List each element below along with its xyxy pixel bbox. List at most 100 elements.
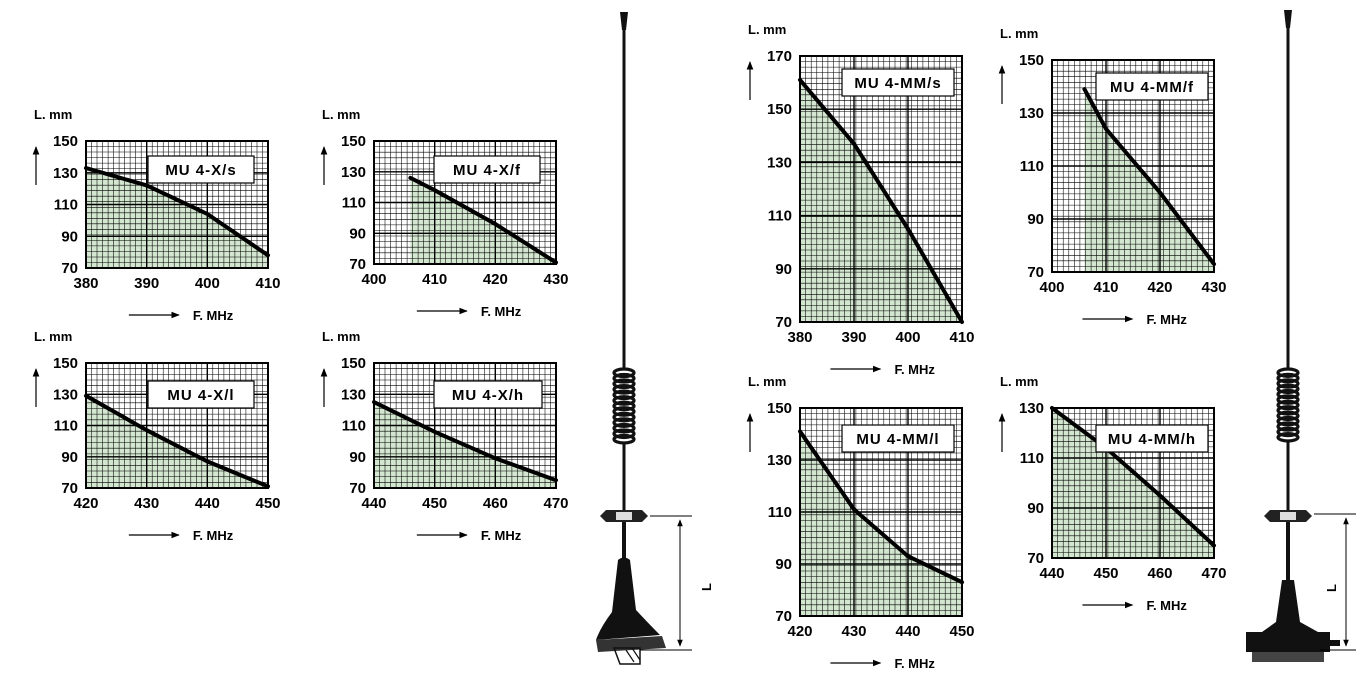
chart-8-ylabel: L. mm — [1000, 374, 1038, 389]
chart-5: MU 4-MM/s 70 90 110 130 150 170 380 390 400 410 L. … — [746, 22, 975, 377]
chart-2-xtick-400: 400 — [361, 271, 386, 288]
chart-7-title: MU 4-MM/l — [856, 431, 939, 448]
chart-3-xtick-420: 420 — [73, 495, 98, 512]
chart-4-xtick-470: 470 — [543, 495, 568, 512]
chart-2-curve — [408, 175, 558, 265]
chart-7-title-box — [841, 424, 955, 453]
chart-5-area — [800, 79, 962, 323]
chart-7-ytick-150: 150 — [767, 400, 792, 417]
chart-8-xtick-440: 440 — [1039, 565, 1064, 582]
chart-5-ylabel: L. mm — [748, 22, 786, 37]
chart-6-title: MU 4-MM/f — [1110, 79, 1194, 96]
chart-4-xtick-450: 450 — [422, 495, 447, 512]
antenna-left-lower-rod — [622, 442, 626, 512]
coil-right-turn — [1276, 394, 1300, 405]
chart-7-area — [800, 431, 962, 616]
antenna-right-magnet-base — [1246, 632, 1330, 652]
chart-1-xtick-380: 380 — [73, 275, 98, 292]
coil-right-turn — [1276, 378, 1300, 389]
antenna-left-dimension-label: L — [699, 583, 714, 591]
chart-1-ytick-90: 90 — [61, 228, 78, 245]
chart-7: MU 4-MM/l 70 90 110 130 150 420 430 440 450 L. mm F… — [746, 374, 975, 671]
chart-8-ytick-130: 130 — [1019, 400, 1044, 417]
chart-7-ytick-90: 90 — [775, 556, 792, 573]
chart-7-xtick-420: 420 — [787, 623, 812, 640]
chart-3: MU 4-X/l 70 90 110 130 150 420 430 440 450 L. mm F.… — [32, 329, 281, 543]
chart-4-curve — [372, 400, 558, 483]
coil-left-turn — [612, 378, 636, 390]
coil-left-turn — [612, 367, 636, 379]
coil-left-turn — [612, 411, 636, 423]
antenna-right-lower-rod — [1286, 440, 1290, 510]
chart-6-curve — [1082, 87, 1216, 267]
chart-8-ytick-110: 110 — [1020, 450, 1044, 467]
chart-7-xlabel: F. MHz — [894, 656, 935, 670]
chart-1-ytick-110: 110 — [54, 197, 78, 214]
chart-2-ylabel: L. mm — [322, 107, 360, 122]
chart-7-xtick-440: 440 — [895, 623, 920, 640]
chart-2-title: MU 4-X/f — [453, 162, 521, 179]
chart-1-xlabel: F. MHz — [193, 308, 234, 323]
coil-right-turn — [1276, 367, 1300, 378]
chart-2-area — [410, 177, 556, 264]
chart-4-ytick-110: 110 — [342, 418, 366, 435]
chart-8-ytick-90: 90 — [1027, 500, 1044, 517]
chart-8-xtick-460: 460 — [1147, 565, 1172, 582]
chart-7-ytick-70: 70 — [775, 608, 792, 625]
coil-right-turn — [1276, 421, 1300, 432]
chart-6-ytick-110: 110 — [1020, 158, 1044, 175]
chart-3-xlabel: F. MHz — [193, 528, 234, 543]
antenna-right-shaft — [1286, 522, 1290, 622]
coil-left-turn — [612, 433, 636, 445]
chart-4-title: MU 4-X/h — [452, 387, 524, 404]
chart-5-xtick-400: 400 — [895, 329, 920, 346]
chart-5-xtick-380: 380 — [787, 329, 812, 346]
coil-left-turn — [612, 372, 636, 384]
chart-2-ytick-130: 130 — [341, 164, 366, 181]
chart-1-xtick-390: 390 — [134, 275, 159, 292]
chart-5-curve — [798, 77, 964, 324]
chart-6-ylabel: L. mm — [1000, 26, 1038, 41]
antenna-left-tip — [620, 12, 628, 30]
coil-left-turn — [612, 428, 636, 440]
chart-6-ytick-90: 90 — [1027, 211, 1044, 228]
antenna-right-dimension: L — [1314, 513, 1356, 651]
chart-2-ytick-90: 90 — [349, 225, 366, 242]
chart-2-xlabel: F. MHz — [481, 304, 522, 319]
chart-5-title-box — [841, 68, 955, 97]
chart-4-ytick-90: 90 — [349, 449, 366, 466]
chart-4-xtick-460: 460 — [483, 495, 508, 512]
chart-5-xlabel: F. MHz — [894, 362, 935, 377]
coil-right-turn — [1276, 372, 1300, 384]
charts-layer: MU 4-X/s 70 90 110 130 150 380 390 400 410 L. mm F.… — [32, 22, 1227, 671]
chart-7-curve — [798, 429, 964, 585]
chart-3-xtick-450: 450 — [255, 495, 280, 512]
chart-5-xtick-410: 410 — [949, 329, 974, 346]
chart-4: MU 4-X/h 70 90 110 130 150 440 450 460 470 L. mm F.… — [320, 329, 569, 543]
chart-6-xtick-410: 410 — [1093, 279, 1118, 296]
chart-3-ylabel: L. mm — [34, 329, 72, 344]
chart-6: MU 4-MM/f 70 90 110 130 150 400 410 420 430 L. mm F… — [998, 26, 1227, 327]
antenna-right-base — [1262, 580, 1318, 632]
chart-2-ytick-110: 110 — [342, 195, 366, 212]
chart-4-title-box — [433, 380, 543, 409]
coil-right-turn — [1276, 432, 1300, 443]
antenna-right-tip — [1284, 10, 1292, 28]
chart-3-ytick-110: 110 — [54, 418, 78, 435]
chart-2-xtick-420: 420 — [483, 271, 508, 288]
chart-5-ytick-150: 150 — [767, 101, 792, 118]
coil-left-turn — [612, 422, 636, 434]
chart-8-frame — [1051, 407, 1215, 559]
chart-5-ytick-70: 70 — [775, 314, 792, 331]
chart-2-xtick-410: 410 — [422, 271, 447, 288]
chart-4-ytick-70: 70 — [349, 480, 366, 497]
chart-5-frame — [799, 55, 963, 323]
chart-8-area — [1052, 408, 1214, 558]
chart-1-xtick-410: 410 — [255, 275, 280, 292]
antenna-right-coil — [1276, 367, 1300, 443]
chart-1-area — [86, 168, 268, 268]
antenna-right-figure — [1246, 10, 1340, 662]
chart-2-ytick-150: 150 — [341, 133, 366, 150]
coil-left-turn — [612, 395, 636, 406]
